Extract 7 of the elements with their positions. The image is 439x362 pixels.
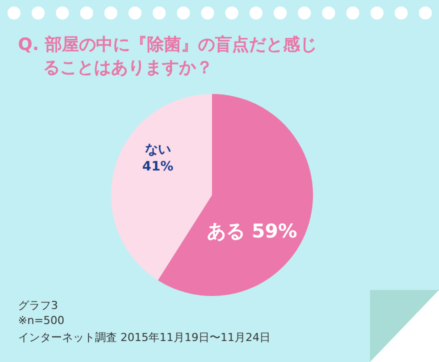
slice-label: ある 59% (207, 220, 298, 242)
text: インターネット調査 2015年11月19日〜11月24日 (18, 330, 270, 345)
text: ※n=500 (18, 314, 64, 327)
text: グラフ3 (18, 298, 58, 313)
chart-title: Q. 部屋の中に『除菌』の盲点だと感じることはありますか？ (18, 34, 318, 80)
slice-label: ない (144, 142, 171, 158)
data-label: 41% (142, 160, 174, 175)
